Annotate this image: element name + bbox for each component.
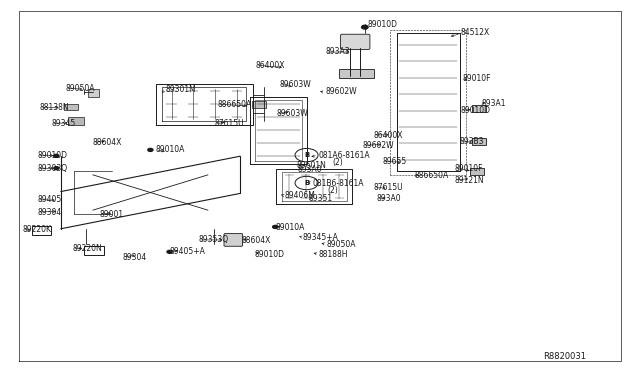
FancyBboxPatch shape — [64, 104, 78, 110]
Text: 89010D: 89010D — [255, 250, 285, 259]
Text: 89602W: 89602W — [325, 87, 356, 96]
Text: 89405+A: 89405+A — [170, 247, 205, 256]
Text: 89406M: 89406M — [285, 191, 316, 200]
Text: 89601N: 89601N — [297, 161, 327, 170]
Text: 89220K: 89220K — [22, 225, 51, 234]
Text: 86400X: 86400X — [374, 131, 403, 140]
Circle shape — [148, 148, 153, 151]
Circle shape — [362, 25, 368, 29]
Text: 89010F: 89010F — [462, 74, 491, 83]
Text: 893A3: 893A3 — [325, 47, 349, 56]
Text: 87615U: 87615U — [374, 183, 403, 192]
Text: 88604X: 88604X — [93, 138, 122, 147]
Text: 081A6-8161A: 081A6-8161A — [318, 151, 370, 160]
Text: 89345+A: 89345+A — [303, 233, 339, 242]
Text: 89010F: 89010F — [454, 164, 483, 173]
Text: 893A0: 893A0 — [298, 165, 322, 174]
Text: 893B3: 893B3 — [460, 137, 484, 146]
Text: 893A1: 893A1 — [482, 99, 506, 108]
Text: 88604X: 88604X — [242, 236, 271, 245]
Text: (2): (2) — [333, 158, 344, 167]
Text: 86400X: 86400X — [256, 61, 285, 70]
Text: 89301M: 89301M — [165, 85, 196, 94]
FancyBboxPatch shape — [339, 69, 374, 78]
FancyBboxPatch shape — [472, 105, 486, 112]
Text: 88188H: 88188H — [319, 250, 348, 259]
Text: 87615U: 87615U — [214, 119, 244, 128]
FancyBboxPatch shape — [470, 168, 484, 175]
Text: 89602W: 89602W — [363, 141, 394, 150]
Text: 886650A: 886650A — [218, 100, 252, 109]
Circle shape — [167, 250, 172, 253]
FancyBboxPatch shape — [252, 101, 266, 108]
Text: 89010D: 89010D — [461, 106, 491, 115]
Text: 88138N: 88138N — [40, 103, 69, 112]
Text: B: B — [304, 152, 309, 158]
Text: 89603W: 89603W — [280, 80, 312, 89]
Text: 89405: 89405 — [37, 195, 61, 204]
Text: 89353Q: 89353Q — [198, 235, 228, 244]
Text: 89010A: 89010A — [156, 145, 185, 154]
Text: 89010D: 89010D — [37, 151, 67, 160]
Text: 886650A: 886650A — [414, 171, 449, 180]
Text: 89345: 89345 — [51, 119, 76, 128]
FancyBboxPatch shape — [88, 89, 99, 97]
Text: 89010D: 89010D — [368, 20, 398, 29]
Text: 89303Q: 89303Q — [37, 164, 67, 173]
Text: R8820031: R8820031 — [543, 352, 586, 360]
FancyBboxPatch shape — [224, 234, 243, 246]
Text: 84512X: 84512X — [461, 28, 490, 37]
Text: 081B6-8161A: 081B6-8161A — [312, 179, 364, 187]
Text: 89304: 89304 — [123, 253, 147, 262]
Text: (2): (2) — [328, 186, 339, 195]
Text: 89050A: 89050A — [326, 240, 356, 249]
FancyBboxPatch shape — [68, 117, 84, 125]
Text: 89304: 89304 — [37, 208, 61, 217]
Text: 89220N: 89220N — [72, 244, 102, 253]
Text: 89603W: 89603W — [276, 109, 308, 118]
Text: 89001: 89001 — [99, 210, 124, 219]
Text: 89121N: 89121N — [454, 176, 484, 185]
Text: 89655: 89655 — [382, 157, 406, 166]
FancyBboxPatch shape — [340, 34, 370, 49]
Circle shape — [54, 154, 59, 157]
Text: 89050A: 89050A — [65, 84, 95, 93]
Text: 893A0: 893A0 — [376, 194, 401, 203]
Text: B: B — [304, 180, 309, 186]
Text: 89010A: 89010A — [275, 223, 305, 232]
Circle shape — [54, 167, 59, 170]
Circle shape — [273, 225, 278, 228]
FancyBboxPatch shape — [472, 138, 486, 145]
Text: 89351: 89351 — [308, 194, 333, 203]
